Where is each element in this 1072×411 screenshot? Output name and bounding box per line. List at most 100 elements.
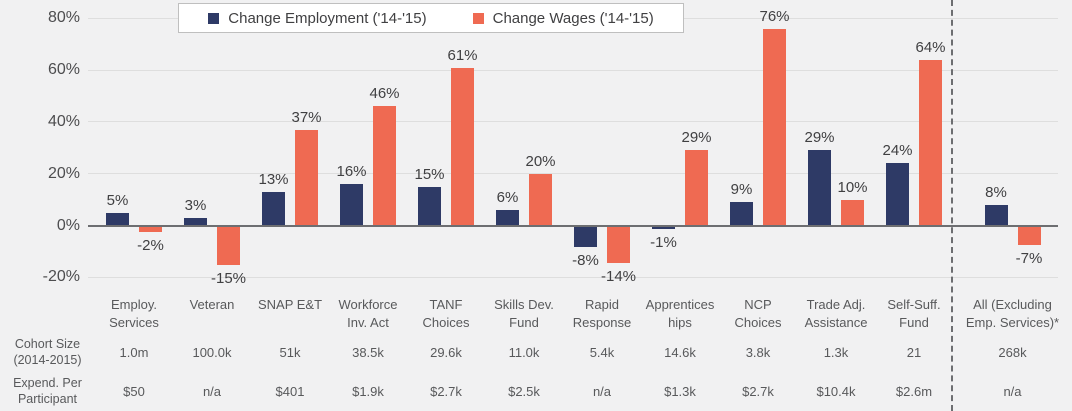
value-label: 20% — [525, 152, 556, 170]
value-label: -14% — [600, 267, 637, 285]
cohort-size-value: 3.8k — [745, 344, 771, 360]
value-label: -7% — [1015, 249, 1043, 267]
y-tick-label: -20% — [42, 268, 80, 286]
bar-wages — [841, 199, 864, 226]
category-label: Employ. Services — [109, 297, 159, 330]
value-label: 5% — [106, 191, 129, 209]
y-tick-label: 40% — [47, 112, 80, 130]
expend-per-participant-value: $2.7k — [430, 383, 462, 399]
bar-wages — [139, 226, 162, 232]
value-label: 16% — [336, 163, 367, 181]
value-label: 29% — [681, 129, 712, 147]
expend-per-participant-value: $1.9k — [352, 383, 384, 399]
gridline — [88, 121, 1058, 123]
category-label: Workforce Inv. Act — [338, 297, 398, 330]
bar-wages — [919, 59, 942, 226]
value-label: 15% — [414, 165, 445, 183]
category-label: All (Excluding Emp. Services)* — [965, 297, 1060, 330]
legend: Change Employment ('14-'15) Change Wages… — [178, 3, 684, 33]
y-tick-label: 60% — [47, 61, 80, 79]
legend-label-wages: Change Wages ('14-'15) — [492, 9, 654, 27]
value-label: 76% — [759, 7, 790, 25]
bar-wages — [685, 150, 708, 226]
value-label: 61% — [447, 46, 478, 64]
bar-employment — [808, 150, 831, 226]
expend-per-participant-value: $2.5k — [508, 383, 540, 399]
category-label: Trade Adj. Assistance — [804, 297, 868, 330]
cohort-size-value: 51k — [279, 344, 301, 360]
value-label: 64% — [915, 38, 946, 56]
row-label-expend-per-participant: Expend. Per Participant — [13, 375, 82, 406]
bar-employment — [418, 186, 441, 226]
y-tick-label: 80% — [47, 9, 80, 27]
bar-employment — [496, 209, 519, 226]
gridline — [88, 69, 1058, 71]
wages-swatch-icon — [472, 12, 484, 24]
cohort-size-value: 14.6k — [664, 344, 696, 360]
bar-employment — [730, 202, 753, 226]
bar-employment — [652, 226, 675, 230]
bar-employment — [106, 212, 129, 226]
cohort-size-value: 29.6k — [430, 344, 462, 360]
cohort-size-value: 268k — [998, 344, 1027, 360]
category-label: Rapid Response — [572, 297, 632, 330]
bar-wages — [373, 106, 396, 226]
gridline — [88, 276, 1058, 278]
value-label: -15% — [210, 270, 247, 288]
bar-wages — [451, 67, 474, 226]
value-label: 46% — [369, 85, 400, 103]
bar-employment — [184, 217, 207, 226]
value-label: -8% — [572, 252, 599, 270]
value-label: 37% — [291, 108, 322, 126]
category-label: Skills Dev. Fund — [494, 297, 554, 330]
category-label: Veteran — [189, 297, 235, 312]
expend-per-participant-value: $10.4k — [816, 383, 856, 399]
cohort-size-value: 11.0k — [508, 344, 540, 360]
cohort-size-value: 38.5k — [352, 344, 384, 360]
plot-area: 80% 60% 40% 20% 0% -20% 5% -2% 3% -15% 13% 37% 16% 46… — [42, 7, 1058, 288]
expend-per-participant-value: n/a — [1003, 383, 1022, 399]
cohort-size-value: 21 — [906, 344, 922, 360]
y-tick-label: 0% — [56, 216, 80, 234]
value-label: 13% — [258, 170, 289, 188]
gridline — [88, 173, 1058, 175]
row-label-cohort-size: Cohort Size (2014-2015) — [13, 336, 82, 367]
cohort-size-value: 5.4k — [589, 344, 615, 360]
legend-item-employment: Change Employment ('14-'15) — [208, 10, 427, 27]
category-label: SNAP E&T — [257, 297, 323, 312]
category-label: Self-Suff. Fund — [887, 297, 941, 330]
bar-employment — [886, 163, 909, 226]
bar-wages — [763, 28, 786, 226]
value-label: 6% — [496, 188, 519, 206]
legend-item-wages: Change Wages ('14-'15) — [472, 9, 654, 27]
bar-wages — [529, 173, 552, 226]
value-label: 24% — [882, 142, 913, 160]
expend-per-participant-value: n/a — [592, 383, 612, 399]
expend-per-participant-value: $401 — [275, 383, 305, 399]
value-label: 3% — [184, 196, 207, 214]
expend-per-participant-value: $2.7k — [742, 383, 774, 399]
expend-per-participant-value: n/a — [202, 383, 222, 399]
employment-swatch-icon — [208, 12, 220, 24]
expend-per-participant-value: $1.3k — [664, 383, 696, 399]
expend-per-participant-value: $50 — [123, 383, 145, 399]
value-label: 29% — [804, 129, 835, 147]
bar-wages — [217, 226, 240, 266]
bar-employment — [574, 226, 597, 248]
bar-employment — [984, 204, 1008, 226]
bar-wages — [1017, 226, 1041, 245]
value-label: 8% — [985, 183, 1007, 201]
category-label: TANF Choices — [422, 297, 470, 330]
bar-wages — [295, 129, 318, 226]
bar-employment — [340, 184, 363, 226]
y-tick-label: 20% — [47, 164, 80, 182]
x-axis-line — [88, 224, 1058, 227]
value-label: 10% — [837, 178, 868, 196]
bar-wages — [607, 226, 630, 263]
bar-employment — [262, 191, 285, 226]
value-label: 9% — [730, 181, 753, 199]
expend-per-participant-value: $2.6m — [895, 383, 933, 399]
value-label: -1% — [650, 234, 677, 252]
category-label: NCP Choices — [734, 297, 782, 330]
